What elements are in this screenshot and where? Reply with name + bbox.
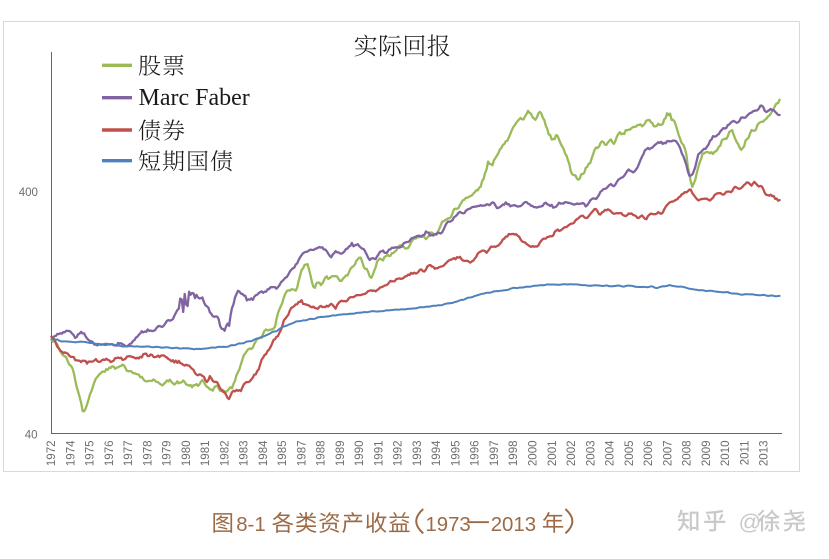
svg-text:1974: 1974 [65, 440, 77, 466]
svg-text:2001: 2001 [547, 441, 559, 467]
svg-text:1972: 1972 [46, 441, 58, 467]
svg-text:2007: 2007 [662, 441, 674, 467]
svg-text:8-1: 8-1 [236, 514, 265, 536]
svg-text:2006: 2006 [643, 441, 655, 467]
svg-text:1979: 1979 [162, 441, 174, 467]
svg-text:40: 40 [25, 430, 38, 442]
svg-text:400: 400 [19, 187, 38, 199]
svg-text:1993: 1993 [412, 441, 424, 467]
svg-text:2008: 2008 [682, 441, 694, 467]
svg-text:1990: 1990 [354, 441, 366, 467]
svg-text:1985: 1985 [277, 441, 289, 467]
svg-text:1994: 1994 [431, 440, 443, 466]
svg-text:2010: 2010 [720, 441, 732, 467]
svg-text:2013: 2013 [491, 514, 536, 536]
svg-text:1989: 1989 [335, 441, 347, 467]
svg-text:2005: 2005 [624, 441, 636, 467]
svg-text:2013: 2013 [759, 441, 771, 467]
svg-text:2002: 2002 [566, 441, 578, 467]
svg-text:1997: 1997 [489, 441, 501, 467]
svg-text:1991: 1991 [373, 441, 385, 467]
svg-text:1973: 1973 [425, 514, 470, 536]
svg-text:1980: 1980 [181, 441, 193, 467]
svg-text:Marc Faber: Marc Faber [139, 85, 250, 111]
svg-text:1998: 1998 [508, 441, 520, 467]
svg-text:1981: 1981 [200, 441, 212, 467]
svg-text:1984: 1984 [258, 440, 270, 466]
svg-text:1982: 1982 [219, 441, 231, 467]
svg-text:@: @ [739, 510, 762, 535]
svg-text:2003: 2003 [585, 441, 597, 467]
svg-text:2000: 2000 [528, 441, 540, 467]
svg-text:1996: 1996 [470, 441, 482, 467]
svg-text:1983: 1983 [239, 441, 251, 467]
svg-text:1987: 1987 [296, 441, 308, 467]
svg-text:2011: 2011 [739, 441, 751, 466]
svg-text:1977: 1977 [123, 441, 135, 467]
svg-text:1988: 1988 [316, 441, 328, 467]
svg-text:2004: 2004 [605, 440, 617, 466]
svg-text:2009: 2009 [701, 441, 713, 467]
svg-text:1975: 1975 [85, 441, 97, 467]
svg-text:1978: 1978 [142, 441, 154, 467]
svg-text:1976: 1976 [104, 441, 116, 467]
svg-text:1995: 1995 [451, 441, 463, 467]
svg-text:1992: 1992 [393, 441, 405, 467]
